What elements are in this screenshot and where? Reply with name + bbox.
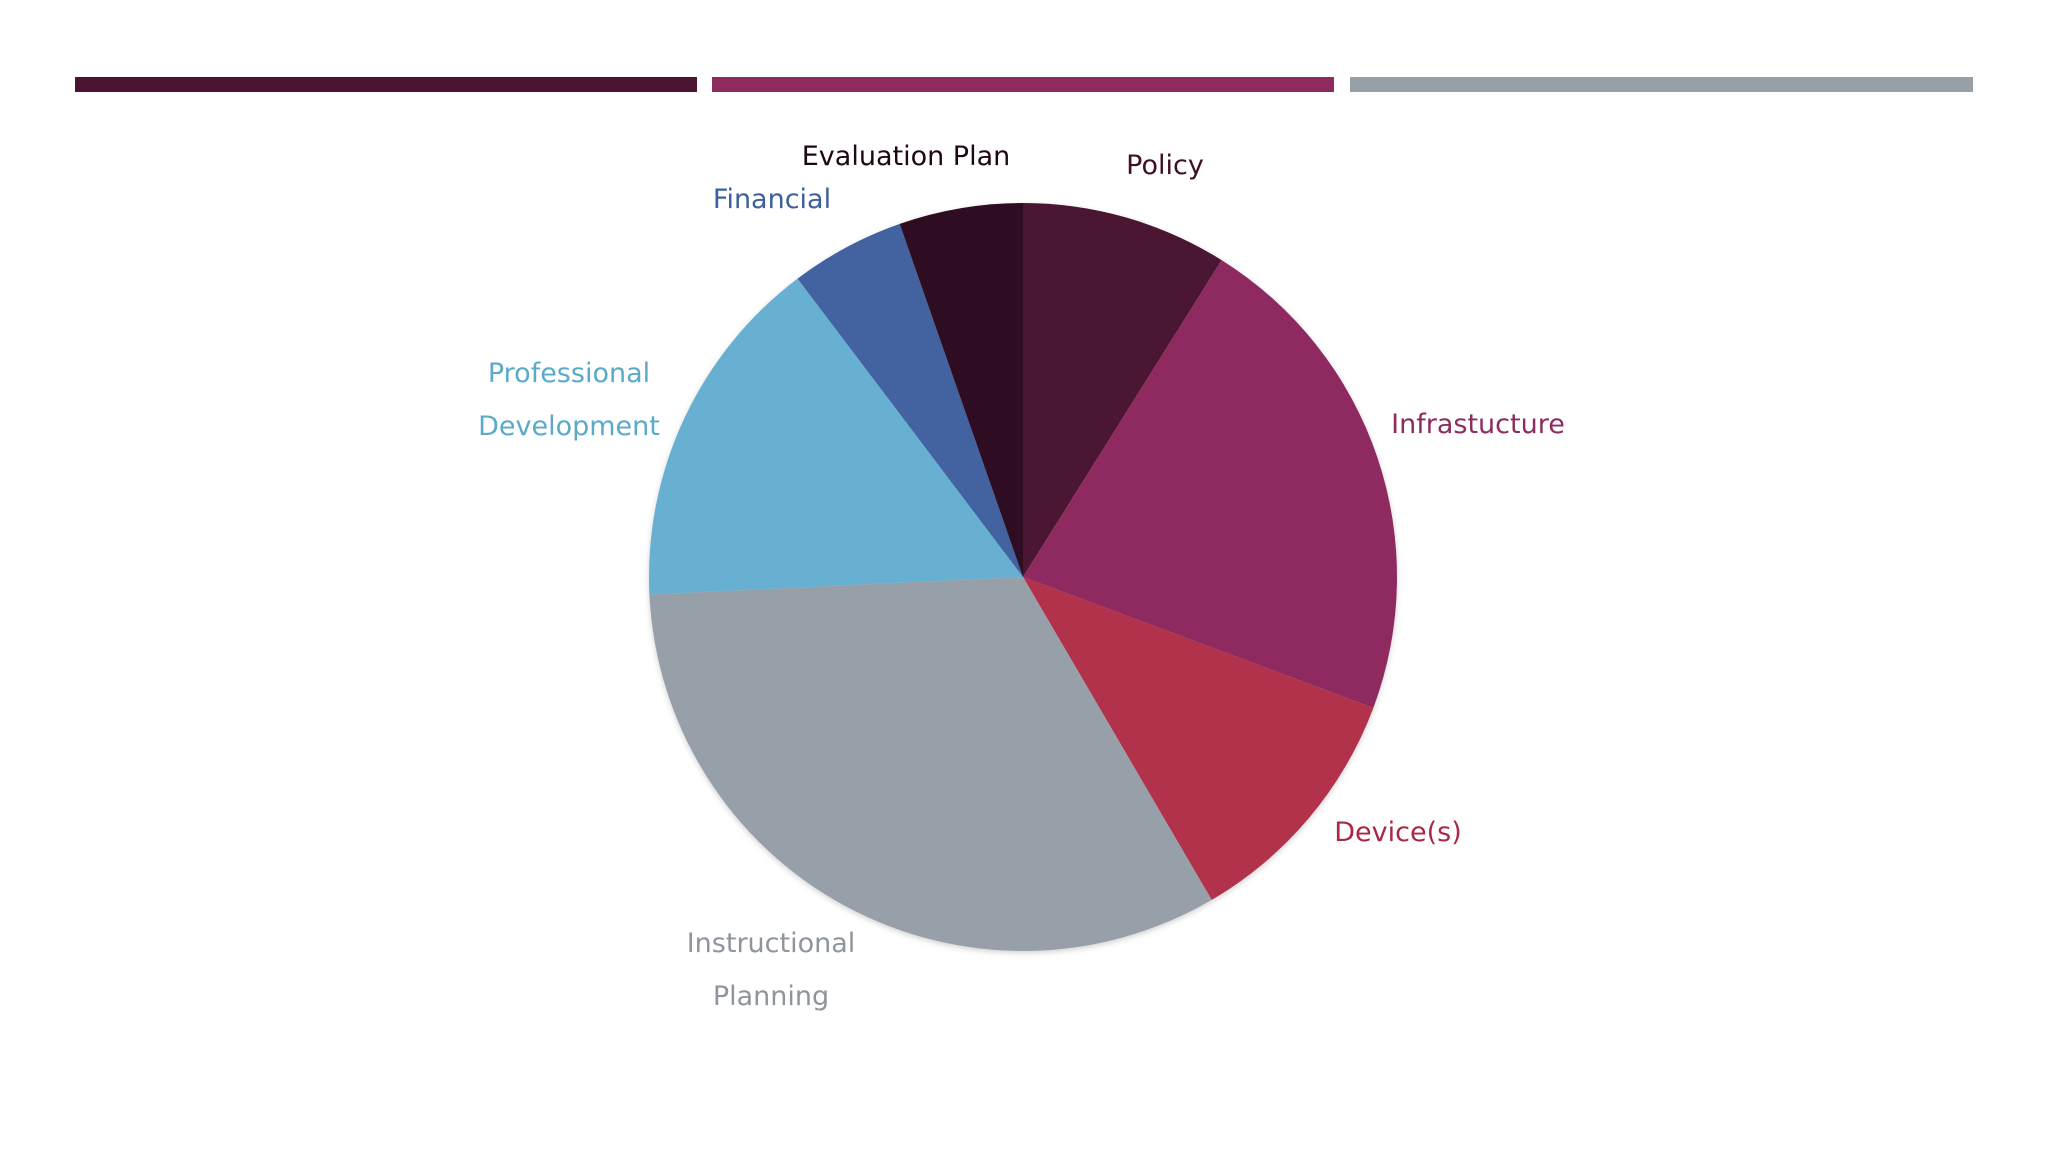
pie-slice-instructional-planning: [649, 577, 1212, 952]
accent-bar-2: [712, 77, 1334, 92]
pie-labels: Policy Infrastucture Device(s) Instructiona…: [478, 141, 1565, 1012]
slice-label-policy: Policy: [1126, 150, 1204, 181]
pie-slice-professional-development: [649, 278, 1023, 595]
slice-label-professional-development: Professional Development: [478, 358, 660, 442]
pie-slice-financial: [797, 223, 1023, 577]
pie-slice-evaluation-plan: [899, 203, 1023, 577]
pie-slice-device-s: [1023, 577, 1374, 900]
pie-slice-infrastucture: [1023, 260, 1398, 708]
slice-label-device-s: Device(s): [1334, 817, 1461, 848]
accent-bar-1: [75, 77, 697, 92]
slice-label-financial: Financial: [713, 184, 831, 215]
slice-label-evaluation-plan: Evaluation Plan: [802, 141, 1011, 172]
pie-slices: [649, 203, 1398, 952]
slice-label-instructional-planning: Instructional Planning: [687, 928, 856, 1012]
pie-slice-policy: [1023, 203, 1222, 577]
accent-bar-3: [1350, 77, 1973, 92]
slice-label-infrastucture: Infrastucture: [1391, 409, 1565, 440]
